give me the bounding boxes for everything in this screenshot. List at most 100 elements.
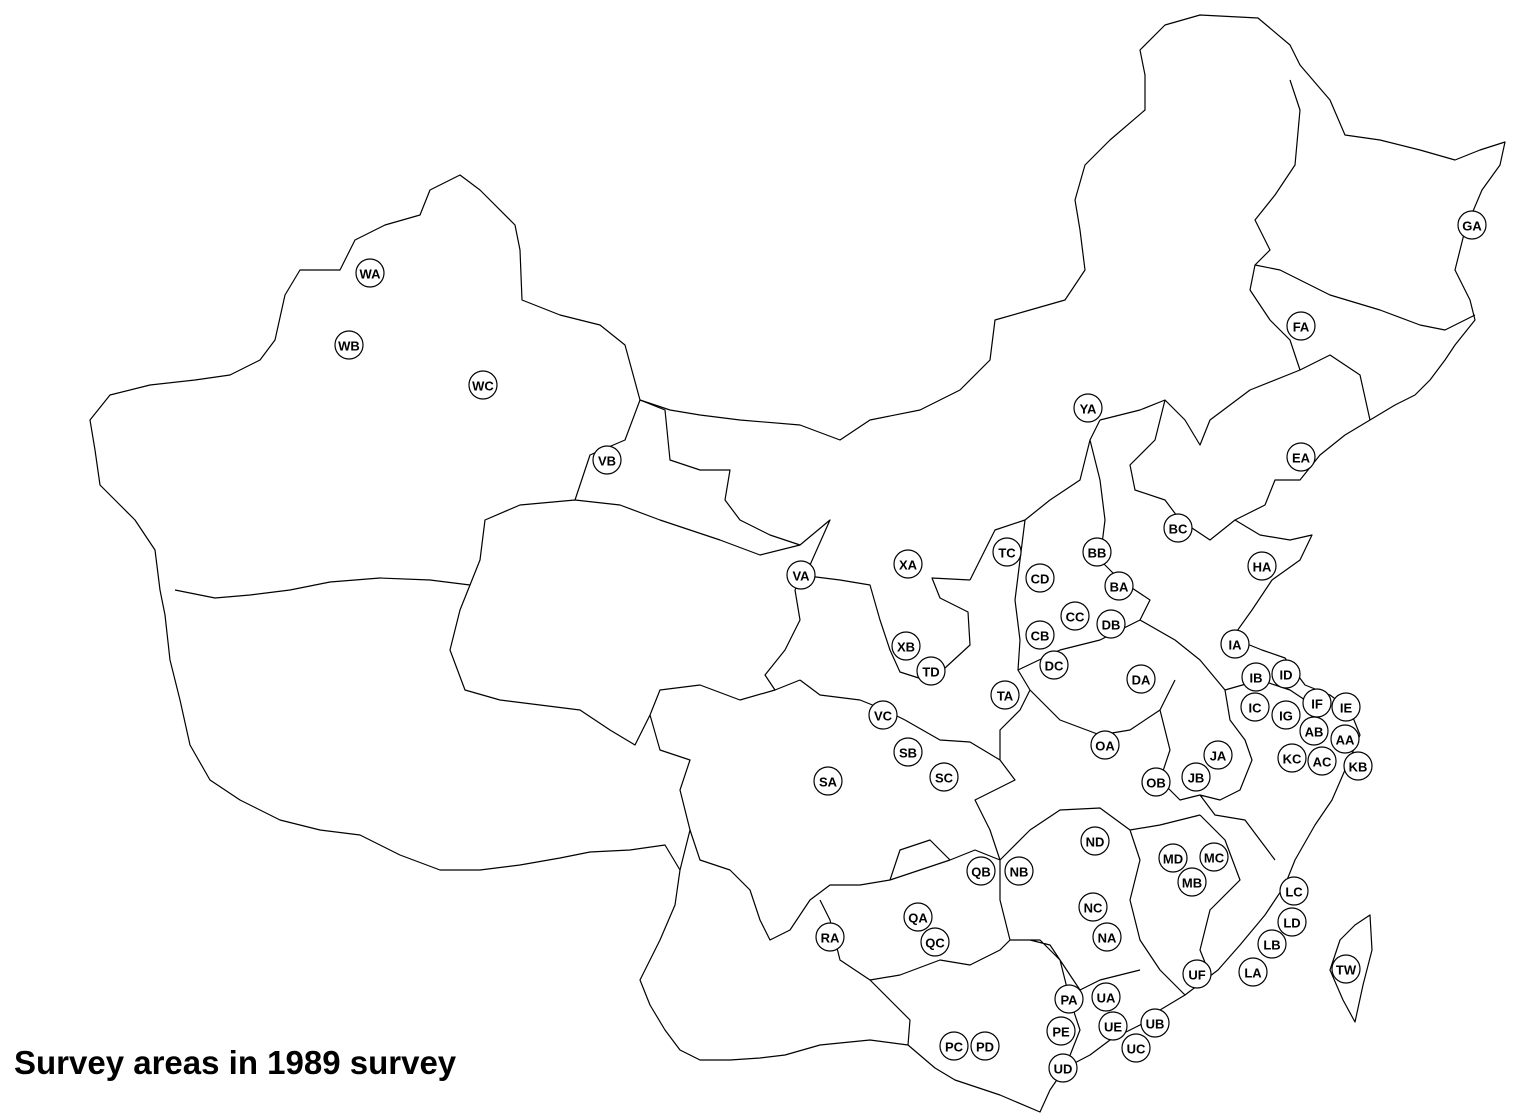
survey-area-label: XB xyxy=(897,640,915,655)
survey-area-nc: NC xyxy=(1078,892,1108,922)
survey-area-label: LB xyxy=(1263,938,1280,953)
survey-area-label: NB xyxy=(1010,865,1029,880)
survey-area-cc: CC xyxy=(1060,601,1090,631)
survey-area-label: OA xyxy=(1095,739,1115,754)
survey-area-label: MC xyxy=(1204,851,1225,866)
survey-area-label: KC xyxy=(1283,752,1302,767)
survey-area-nd: ND xyxy=(1080,826,1110,856)
survey-area-label: HA xyxy=(1253,560,1272,575)
survey-area-circle xyxy=(1025,563,1055,593)
survey-area-fa: FA xyxy=(1286,311,1316,341)
survey-area-aa: AA xyxy=(1330,724,1360,754)
survey-area-sa: SA xyxy=(813,766,843,796)
survey-area-circle xyxy=(1025,620,1055,650)
survey-area-pa: PA xyxy=(1054,984,1084,1014)
survey-area-label: WB xyxy=(338,339,360,354)
survey-area-ba: BA xyxy=(1104,571,1134,601)
survey-area-circle xyxy=(1286,311,1316,341)
survey-area-wc: WC xyxy=(468,370,498,400)
survey-area-circle xyxy=(1054,984,1084,1014)
survey-area-circle xyxy=(868,700,898,730)
survey-area-circle xyxy=(815,922,845,952)
survey-area-circle xyxy=(939,1031,969,1061)
survey-area-sb: SB xyxy=(893,737,923,767)
survey-area-label: TD xyxy=(922,665,939,680)
survey-area-label: UF xyxy=(1188,968,1205,983)
survey-area-circle xyxy=(920,927,950,957)
survey-area-jb: JB xyxy=(1181,762,1211,792)
survey-area-label: VA xyxy=(792,569,810,584)
survey-area-markers: WA WB WC VB VA YA GA FA EA BC BB TC CD BA XA CC DB CB XB TD… xyxy=(334,210,1487,1083)
survey-area-circle xyxy=(1271,700,1301,730)
survey-area-circle xyxy=(1331,692,1361,722)
survey-area-circle xyxy=(1046,1016,1076,1046)
survey-area-label: SA xyxy=(819,775,838,790)
survey-area-circle xyxy=(1073,393,1103,423)
survey-area-db: DB xyxy=(1096,609,1126,639)
survey-area-ya: YA xyxy=(1073,393,1103,423)
survey-area-circle xyxy=(1163,513,1193,543)
survey-area-circle xyxy=(1247,551,1277,581)
survey-area-if: IF xyxy=(1302,688,1332,718)
survey-area-label: SC xyxy=(935,771,954,786)
survey-area-label: SB xyxy=(899,746,917,761)
survey-area-ob: OB xyxy=(1141,767,1171,797)
survey-area-label: BB xyxy=(1088,546,1107,561)
survey-area-label: AA xyxy=(1336,733,1355,748)
survey-area-circle xyxy=(1286,442,1316,472)
survey-area-circle xyxy=(1104,571,1134,601)
survey-area-bb: BB xyxy=(1082,537,1112,567)
survey-area-ga: GA xyxy=(1457,210,1487,240)
survey-area-ie: IE xyxy=(1331,692,1361,722)
survey-area-circle xyxy=(1082,537,1112,567)
survey-area-cd: CD xyxy=(1025,563,1055,593)
survey-area-ea: EA xyxy=(1286,442,1316,472)
survey-area-circle xyxy=(970,1031,1000,1061)
survey-area-circle xyxy=(992,537,1022,567)
survey-area-ue: UE xyxy=(1098,1011,1128,1041)
survey-area-circle xyxy=(1092,922,1122,952)
survey-area-circle xyxy=(334,330,364,360)
survey-area-ha: HA xyxy=(1247,551,1277,581)
survey-area-ld: LD xyxy=(1277,907,1307,937)
survey-area-label: FA xyxy=(1293,320,1310,335)
survey-area-label: IE xyxy=(1340,701,1353,716)
survey-area-label: DB xyxy=(1102,618,1121,633)
survey-area-circle xyxy=(1039,650,1069,680)
survey-area-label: UA xyxy=(1097,991,1116,1006)
survey-area-circle xyxy=(1220,629,1250,659)
survey-area-circle xyxy=(990,680,1020,710)
survey-area-label: NA xyxy=(1098,931,1117,946)
survey-area-label: TA xyxy=(997,689,1014,704)
survey-area-circle xyxy=(592,445,622,475)
taiwan-border xyxy=(1329,914,1373,1023)
survey-area-circle xyxy=(966,856,996,886)
survey-area-circle xyxy=(1096,609,1126,639)
survey-area-vc: VC xyxy=(868,700,898,730)
survey-area-id: ID xyxy=(1271,659,1301,689)
survey-area-label: PD xyxy=(976,1040,994,1055)
survey-area-label: LD xyxy=(1283,916,1300,931)
survey-area-label: GA xyxy=(1462,219,1482,234)
survey-area-circle xyxy=(1277,907,1307,937)
survey-area-label: AB xyxy=(1305,725,1324,740)
survey-area-circle xyxy=(468,370,498,400)
survey-area-circle xyxy=(1158,843,1188,873)
survey-area-label: CC xyxy=(1066,610,1085,625)
survey-area-label: JA xyxy=(1210,749,1227,764)
survey-area-label: ND xyxy=(1086,835,1105,850)
survey-area-label: BC xyxy=(1169,522,1188,537)
survey-area-circle xyxy=(1091,982,1121,1012)
survey-area-tc: TC xyxy=(992,537,1022,567)
survey-area-label: WA xyxy=(360,267,382,282)
survey-area-circle xyxy=(1080,826,1110,856)
survey-area-circle xyxy=(1241,662,1271,692)
survey-area-circle xyxy=(1271,659,1301,689)
survey-area-circle xyxy=(1121,1033,1151,1063)
survey-area-label: CD xyxy=(1031,572,1050,587)
survey-area-cb: CB xyxy=(1025,620,1055,650)
survey-area-ig: IG xyxy=(1271,700,1301,730)
survey-area-label: CB xyxy=(1031,629,1050,644)
survey-area-pd: PD xyxy=(970,1031,1000,1061)
